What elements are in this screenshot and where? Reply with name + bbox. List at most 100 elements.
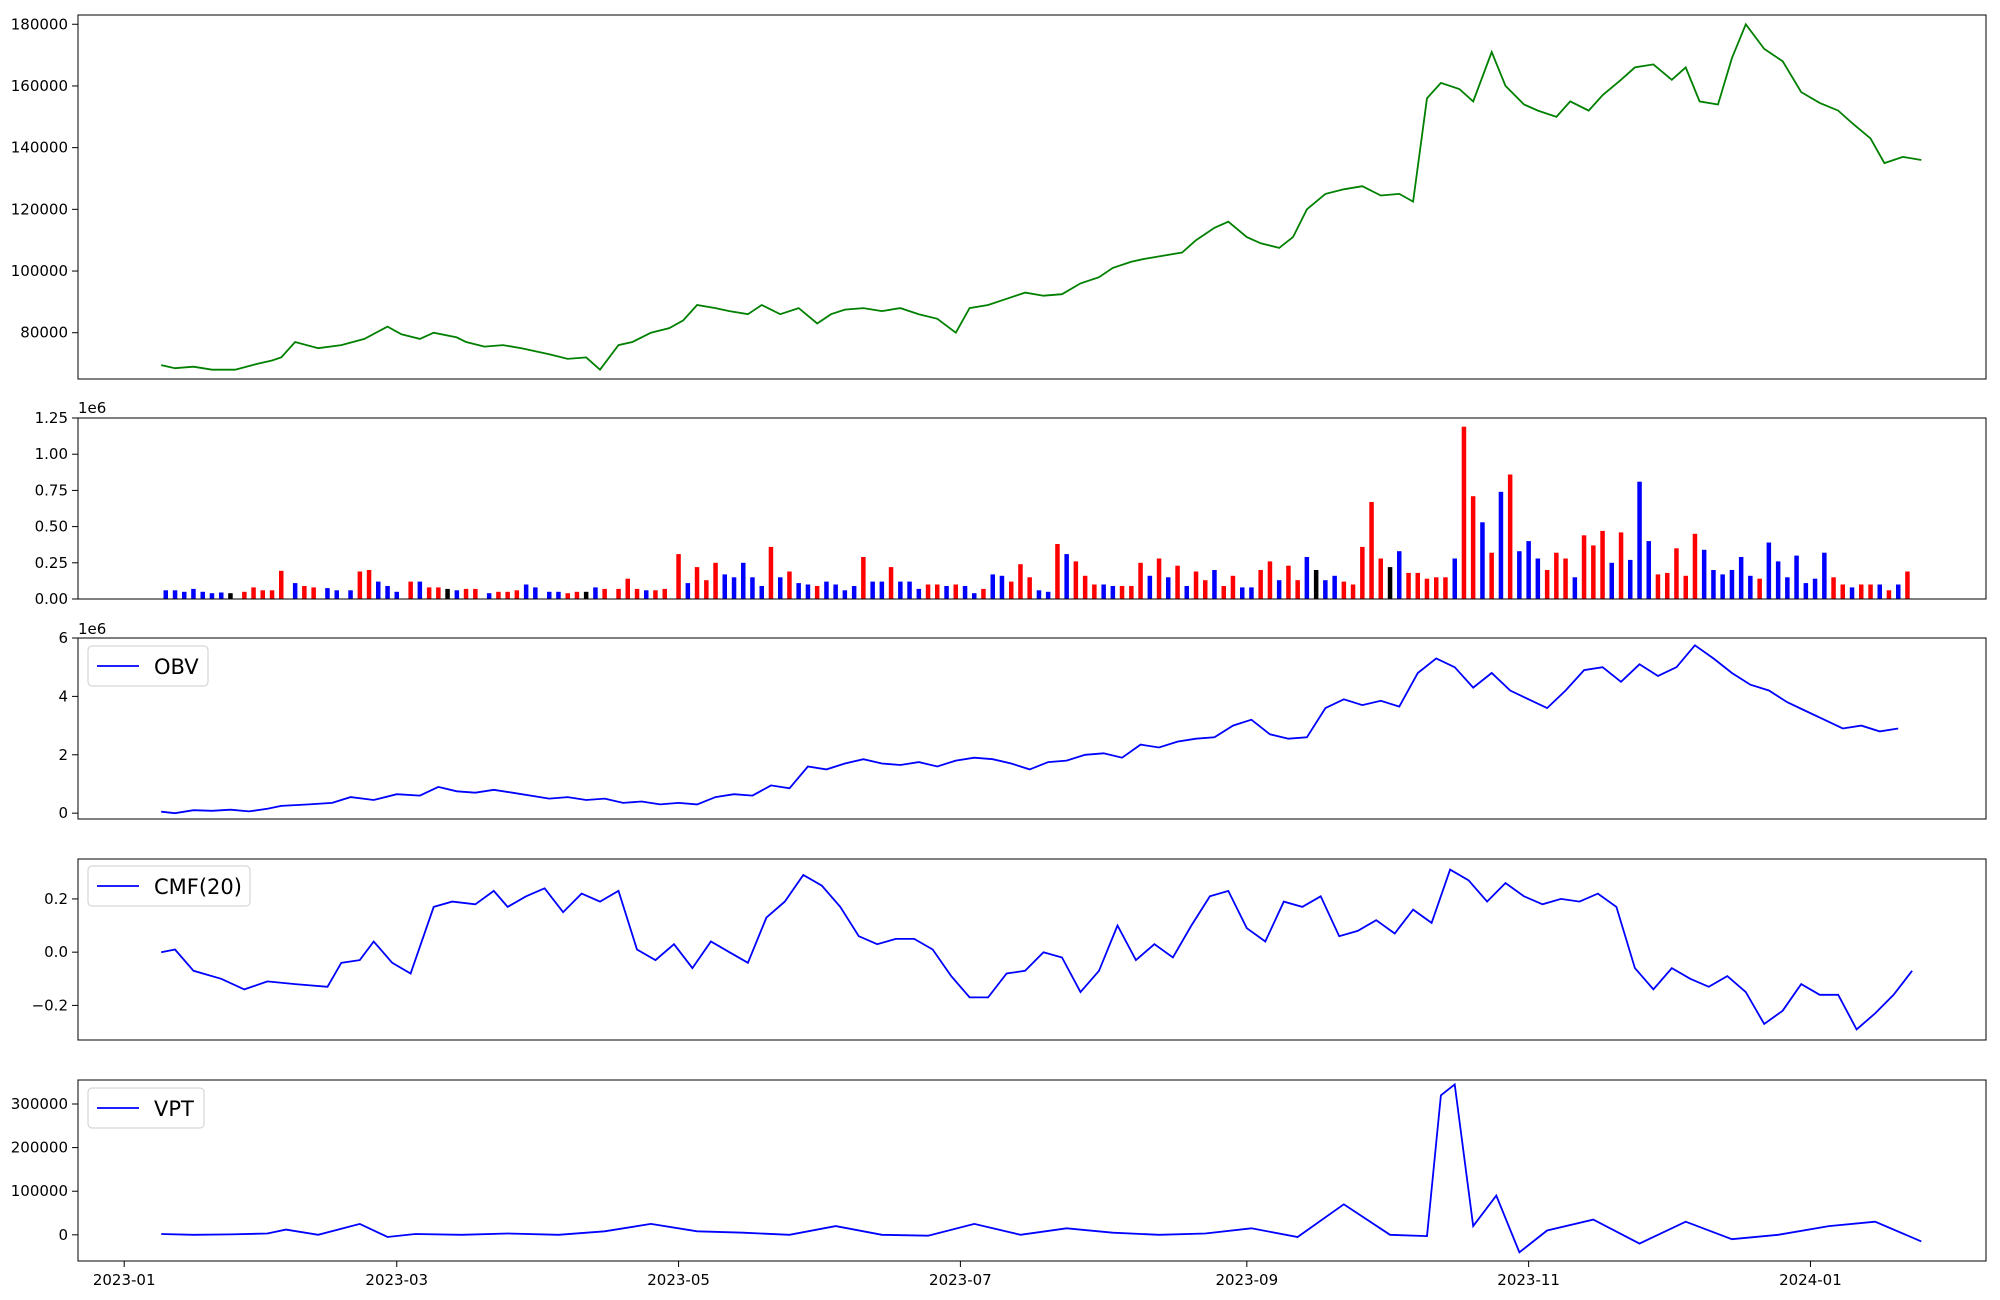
volume-bar — [1230, 575, 1236, 599]
volume-yticks: 0.00 0.25 0.50 0.75 1.00 1.25 — [35, 409, 78, 608]
volume-bar — [1424, 578, 1430, 599]
volume-bar — [1036, 590, 1042, 599]
volume-bar — [972, 593, 977, 599]
obv-axes-frame — [77, 637, 1987, 820]
volume-bar — [1812, 578, 1818, 599]
vpt-yticks: 0 100000 200000 300000 — [11, 1095, 78, 1244]
volume-bar — [593, 587, 598, 599]
obv-panel: 1e6 0 2 4 6 OBV — [58, 620, 1987, 822]
volume-bar — [505, 591, 510, 599]
volume-bar — [556, 591, 561, 599]
volume-bar — [269, 590, 275, 599]
price-ytick-label: 160000 — [11, 77, 68, 95]
vpt-axes-frame — [77, 1079, 1987, 1262]
volume-bar — [1738, 557, 1744, 599]
volume-bar — [879, 581, 885, 599]
volume-bar — [1905, 571, 1910, 599]
volume-offset-label: 1e6 — [78, 399, 106, 417]
obv-ytick-label: 6 — [58, 629, 68, 647]
volume-bar — [662, 588, 667, 599]
volume-bar — [1166, 577, 1171, 599]
volume-bar — [1147, 575, 1153, 599]
volume-bar — [1646, 541, 1651, 599]
volume-bar — [1184, 586, 1189, 599]
volume-bar — [824, 581, 829, 599]
volume-bar — [694, 567, 700, 599]
volume-bar — [676, 554, 681, 599]
obv-line — [161, 644, 1899, 815]
volume-bar — [385, 586, 390, 599]
volume-bar — [833, 584, 838, 599]
volume-bar — [1258, 570, 1263, 599]
obv-legend: OBV — [87, 645, 209, 687]
volume-bar — [1609, 562, 1614, 599]
volume-bar — [417, 581, 423, 599]
volume-bar — [533, 587, 538, 599]
volume-bar — [1101, 584, 1106, 599]
price-ytick-label: 100000 — [11, 262, 68, 280]
volume-bar — [242, 591, 247, 599]
volume-bar — [1665, 572, 1670, 599]
volume-bar — [1748, 575, 1753, 599]
volume-bar — [1138, 562, 1143, 599]
x-tick-label: 2023-05 — [647, 1271, 710, 1289]
volume-bar — [1859, 584, 1864, 599]
volume-bar — [1443, 577, 1448, 599]
volume-bar — [209, 593, 215, 599]
volume-bar — [1637, 481, 1642, 599]
obv-ytick-label: 0 — [58, 804, 68, 822]
volume-bar — [616, 588, 621, 599]
volume-bar — [1018, 564, 1023, 599]
volume-bar — [436, 587, 441, 599]
volume-bar — [916, 588, 922, 599]
vpt-line — [161, 1082, 1922, 1254]
volume-bar — [1581, 535, 1587, 599]
volume-bar — [1489, 552, 1494, 599]
volume-bar — [861, 557, 866, 599]
volume-bar — [634, 588, 640, 599]
volume-ytick-label: 0.25 — [35, 554, 68, 572]
volume-bar — [357, 571, 363, 599]
volume-bar — [486, 593, 492, 599]
cmf-axes-frame — [77, 858, 1987, 1041]
volume-bar — [953, 584, 958, 599]
volume-bar — [1119, 586, 1125, 599]
volume-bar — [1470, 496, 1476, 599]
volume-panel: 1e6 0.00 0.25 0.50 0.75 1.00 1.25 — [35, 399, 1987, 608]
obv-yticks: 0 2 4 6 — [58, 629, 78, 822]
x-axis-ticks: 2023-01 2023-03 2023-05 2023-07 2023-09 2023-… — [93, 1261, 1842, 1289]
volume-bar — [1267, 561, 1273, 599]
volume-bar — [1387, 567, 1393, 599]
volume-bar — [1175, 565, 1180, 599]
volume-bar — [292, 583, 298, 599]
volume-bar — [163, 590, 168, 599]
volume-bar — [1323, 580, 1328, 599]
volume-bar — [1498, 491, 1504, 599]
volume-bar — [348, 590, 353, 599]
volume-bar — [1766, 542, 1772, 599]
volume-bar — [219, 592, 224, 599]
volume-bar — [1886, 590, 1892, 599]
volume-bar — [1868, 584, 1873, 599]
volume-bar — [935, 584, 940, 599]
volume-bar — [1295, 580, 1300, 599]
vpt-legend-label: VPT — [154, 1097, 194, 1121]
vpt-ytick-label: 100000 — [11, 1182, 68, 1200]
volume-bar — [1618, 532, 1624, 599]
volume-bar — [1313, 570, 1319, 599]
cmf-ytick-label: 0.2 — [44, 890, 68, 908]
volume-bar — [473, 588, 478, 599]
cmf-legend-box — [87, 865, 251, 907]
price-ytick-label: 120000 — [11, 200, 68, 218]
volume-bar — [1240, 587, 1245, 599]
price-ytick-label: 80000 — [20, 324, 68, 342]
volume-bar — [334, 590, 339, 599]
volume-bar — [1341, 581, 1347, 599]
price-ytick-label: 140000 — [11, 139, 68, 157]
volume-bar — [1009, 581, 1014, 599]
volume-bar — [1655, 574, 1661, 599]
volume-ytick-label: 0.50 — [35, 518, 68, 536]
price-line — [161, 22, 1922, 372]
